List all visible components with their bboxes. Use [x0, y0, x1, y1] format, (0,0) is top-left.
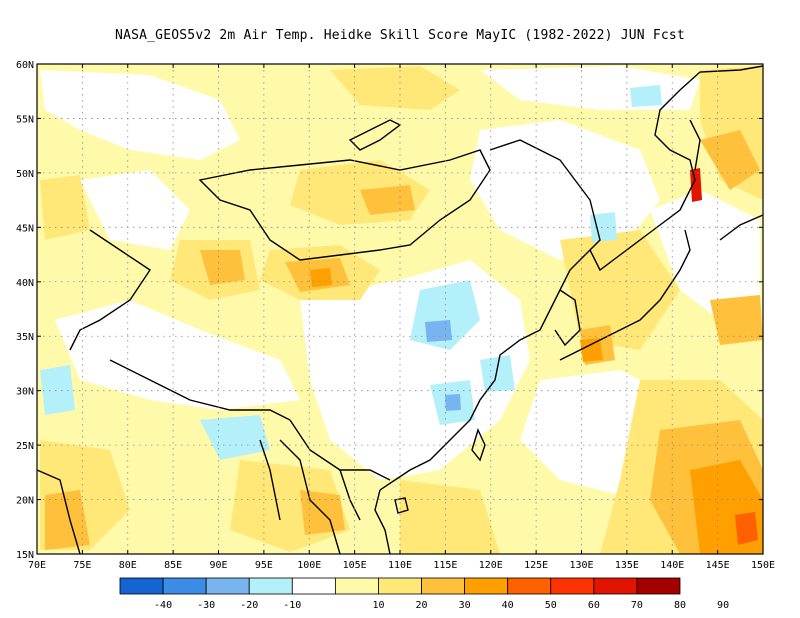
- border-himalaya: [109, 359, 291, 421]
- skill-score-field: [37, 64, 763, 554]
- coastline-indochina: [374, 489, 391, 554]
- border-laos: [339, 469, 361, 521]
- coastline-kamchatka: [719, 214, 763, 241]
- region-orange-3: [360, 185, 415, 215]
- region-blue-9: [445, 394, 461, 411]
- colorbar-label: 40: [502, 600, 514, 611]
- lat-label: 50N: [16, 169, 34, 180]
- lon-label: 70E: [28, 560, 46, 571]
- region-red-1: [690, 168, 702, 202]
- gridlines: [37, 64, 763, 554]
- lon-label: 120E: [479, 560, 503, 571]
- coastline-sakhalin: [689, 119, 701, 171]
- region-blue-5: [480, 355, 515, 392]
- coastline-korea: [554, 289, 581, 347]
- colorbar-label: 80: [674, 600, 686, 611]
- region-blue-7: [630, 85, 662, 107]
- lon-label: 150E: [751, 560, 775, 571]
- colorbar: -40 -30 -20 -10 10 20 30 40 50 60 70 80 90: [119, 577, 729, 611]
- border-myanmar: [259, 439, 281, 521]
- lon-label: 100E: [297, 560, 321, 571]
- coastline-bay: [279, 439, 341, 554]
- colorbar-label: 50: [545, 600, 557, 611]
- lat-label: 25N: [16, 441, 34, 452]
- border-manchuria: [489, 139, 601, 251]
- colorbar-swatch: [636, 577, 681, 595]
- region-darkorange-2: [580, 338, 603, 362]
- lat-label: 20N: [16, 496, 34, 507]
- colorbar-label: -30: [197, 600, 215, 611]
- border-china-west: [69, 229, 151, 351]
- colorbar-label: 70: [631, 600, 643, 611]
- lon-label: 145E: [706, 560, 730, 571]
- lon-label: 135E: [615, 560, 639, 571]
- colorbar-swatch: [162, 577, 207, 595]
- region-orange-1: [200, 250, 245, 285]
- lon-label: 140E: [660, 560, 684, 571]
- lat-label: 30N: [16, 387, 34, 398]
- lon-label: 105E: [343, 560, 367, 571]
- region-yellow-11: [330, 66, 460, 110]
- region-orange-6: [700, 130, 760, 190]
- coastline-hainan: [394, 497, 409, 514]
- region-blue-8: [425, 320, 452, 342]
- colorbar-swatch: [205, 577, 250, 595]
- region-blue-6: [590, 212, 617, 242]
- lon-label: 75E: [73, 560, 91, 571]
- colorbar-label: -20: [240, 600, 258, 611]
- colorbar-swatch: [119, 577, 164, 595]
- lon-label: 130E: [569, 560, 593, 571]
- colorbar-label: 90: [717, 600, 729, 611]
- region-white-east: [650, 190, 760, 320]
- lon-label: 95E: [255, 560, 273, 571]
- colorbar-label: 60: [588, 600, 600, 611]
- border-mongolia: [198, 149, 491, 261]
- colorbar-label: 20: [416, 600, 428, 611]
- colorbar-label: 30: [459, 600, 471, 611]
- region-white-mongolia: [40, 70, 240, 160]
- region-white-tibet: [55, 300, 300, 410]
- region-yellow-7: [560, 230, 680, 350]
- lon-label: 110E: [388, 560, 412, 571]
- lon-label: 90E: [209, 560, 227, 571]
- lat-label: 55N: [16, 114, 34, 125]
- colorbar-swatch: [464, 577, 509, 595]
- colorbar-swatch: [421, 577, 466, 595]
- colorbar-label: -40: [154, 600, 172, 611]
- lat-label: 40N: [16, 278, 34, 289]
- lat-label: 15N: [16, 550, 34, 561]
- region-blue-4: [200, 415, 270, 460]
- lat-label: 45N: [16, 223, 34, 234]
- region-darkorange-3: [310, 268, 332, 287]
- colorbar-label: -10: [283, 600, 301, 611]
- region-yellow-4: [40, 175, 90, 240]
- region-orange-9: [710, 295, 763, 345]
- colorbar-swatch: [248, 577, 293, 595]
- colorbar-swatch: [334, 577, 379, 595]
- coastline-japan: [559, 229, 691, 361]
- colorbar-label: 10: [372, 600, 384, 611]
- region-blue-3: [40, 365, 75, 415]
- region-yellow-10: [400, 480, 500, 554]
- region-orange-4: [45, 490, 90, 550]
- lat-label: 60N: [16, 60, 34, 71]
- lat-label: 35N: [16, 332, 34, 343]
- coastline-taiwan: [471, 428, 486, 462]
- colorbar-swatch: [593, 577, 638, 595]
- lon-label: 125E: [524, 560, 548, 571]
- axis-ticks: 70E 75E 80E 85E 90E 95E 100E 105E 110E 115E 120E 12…: [16, 60, 775, 571]
- colorbar-swatch: [378, 577, 422, 595]
- colorbar-swatch: [550, 577, 595, 595]
- lon-label: 80E: [119, 560, 137, 571]
- coastlines: [37, 65, 763, 554]
- region-white-west: [80, 170, 190, 250]
- colorbar-swatch: [507, 577, 552, 595]
- colorbar-swatch: [291, 577, 336, 595]
- lon-label: 85E: [164, 560, 182, 571]
- lon-label: 115E: [433, 560, 457, 571]
- region-red-2: [735, 512, 758, 545]
- map-title: NASA_GEOS5v2 2m Air Temp. Heidke Skill S…: [115, 28, 685, 43]
- coastline-india: [37, 469, 81, 554]
